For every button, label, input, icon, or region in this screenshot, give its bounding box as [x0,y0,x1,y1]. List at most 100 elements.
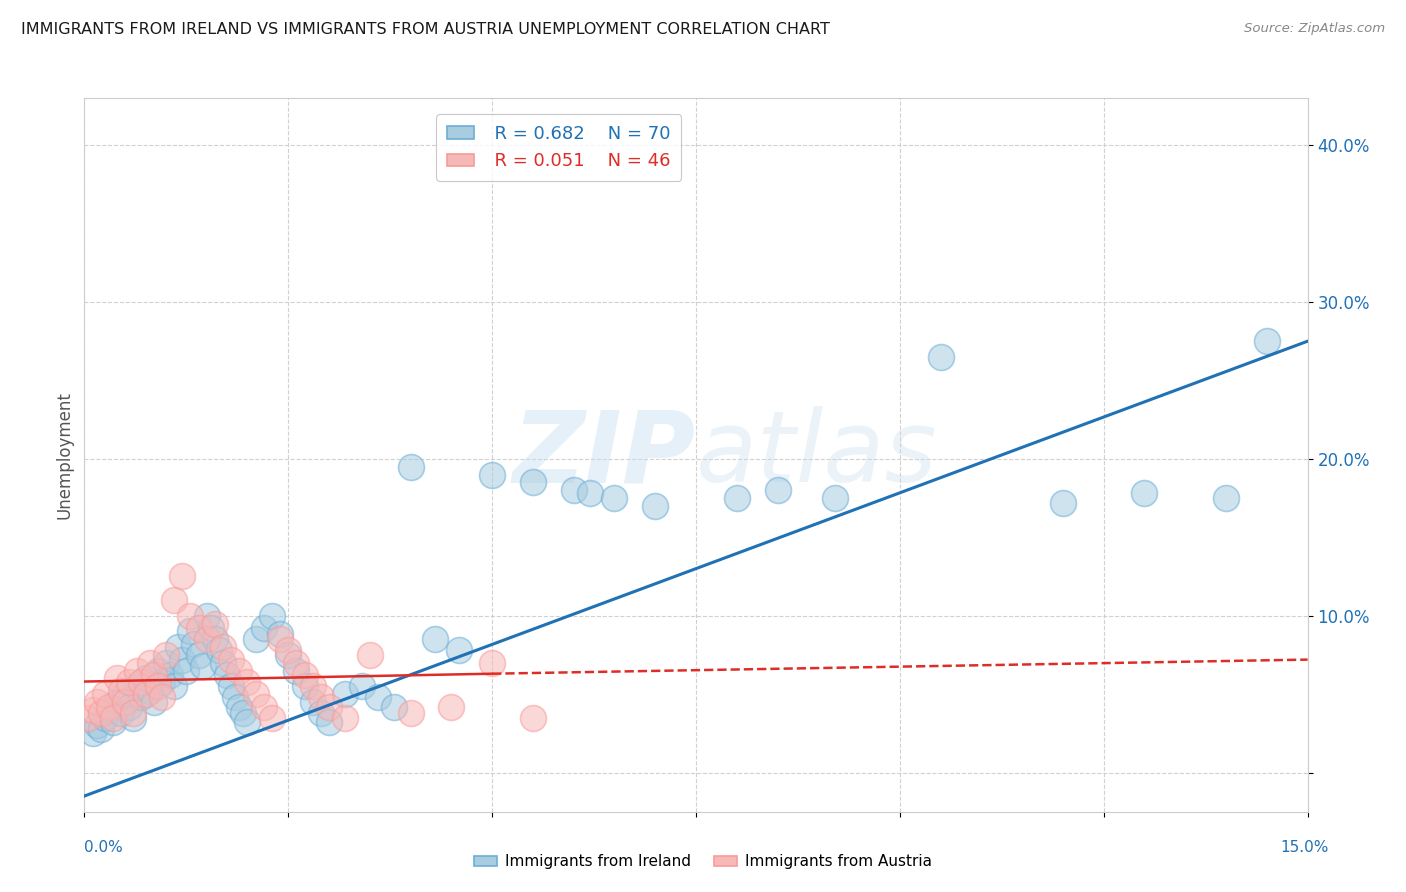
Point [150,690,173,705]
Point [522,711,544,725]
Point [253,621,276,635]
Point [217,668,239,682]
Point [146,679,169,693]
Point [318,699,340,714]
Point [522,475,544,490]
Point [159,668,181,682]
Point [174,664,197,678]
Point [142,695,165,709]
Point [135,672,157,686]
Point [82,703,104,717]
Point [562,483,585,498]
Point [423,632,446,647]
Point [301,695,323,709]
Point [101,711,124,725]
Point [1133,486,1156,500]
Text: 0.0%: 0.0% [84,840,124,855]
Point [138,656,160,670]
Point [367,690,389,705]
Point [155,656,177,670]
Point [1052,496,1074,510]
Point [135,687,157,701]
Text: IMMIGRANTS FROM IRELAND VS IMMIGRANTS FROM AUSTRIA UNEMPLOYMENT CORRELATION CHAR: IMMIGRANTS FROM IRELAND VS IMMIGRANTS FR… [21,22,830,37]
Point [277,643,299,657]
Point [195,608,218,623]
Point [195,632,218,647]
Text: ZIP: ZIP [513,407,696,503]
Point [187,621,209,635]
Point [228,699,250,714]
Point [77,711,100,725]
Point [97,699,120,714]
Point [127,679,149,693]
Point [1256,334,1278,349]
Point [127,664,149,678]
Point [269,632,291,647]
Y-axis label: Unemployment: Unemployment [55,391,73,519]
Point [131,690,153,705]
Point [253,699,276,714]
Point [110,684,132,698]
Point [301,679,323,693]
Point [318,715,340,730]
Point [90,706,112,720]
Point [260,608,283,623]
Point [399,706,422,720]
Point [219,679,242,693]
Point [93,687,115,701]
Point [105,695,128,709]
Point [824,491,846,505]
Point [118,699,141,714]
Point [245,632,267,647]
Point [97,703,120,717]
Point [191,658,214,673]
Text: 15.0%: 15.0% [1281,840,1329,855]
Point [179,608,201,623]
Legend: Immigrants from Ireland, Immigrants from Austria: Immigrants from Ireland, Immigrants from… [468,848,938,875]
Point [236,715,259,730]
Point [644,499,666,513]
Point [481,656,503,670]
Point [131,674,153,689]
Point [350,679,373,693]
Point [359,648,381,662]
Point [118,674,141,689]
Point [138,684,160,698]
Point [114,687,136,701]
Point [294,679,316,693]
Point [172,652,194,666]
Point [86,718,108,732]
Point [110,706,132,720]
Point [122,706,145,720]
Point [167,640,190,654]
Point [603,491,626,505]
Point [212,640,235,654]
Text: atlas: atlas [696,407,938,503]
Point [142,668,165,682]
Point [122,711,145,725]
Point [285,664,308,678]
Point [449,643,471,657]
Point [294,668,316,682]
Point [90,722,112,736]
Point [212,656,235,670]
Point [93,711,115,725]
Point [155,648,177,662]
Point [766,483,789,498]
Point [150,674,173,689]
Point [277,648,299,662]
Point [335,711,357,725]
Point [204,632,226,647]
Point [163,593,186,607]
Point [929,350,952,364]
Point [219,652,242,666]
Point [172,569,194,583]
Point [146,664,169,678]
Point [382,699,405,714]
Point [269,627,291,641]
Point [725,491,748,505]
Point [335,687,357,701]
Point [105,672,128,686]
Point [101,715,124,730]
Point [224,690,246,705]
